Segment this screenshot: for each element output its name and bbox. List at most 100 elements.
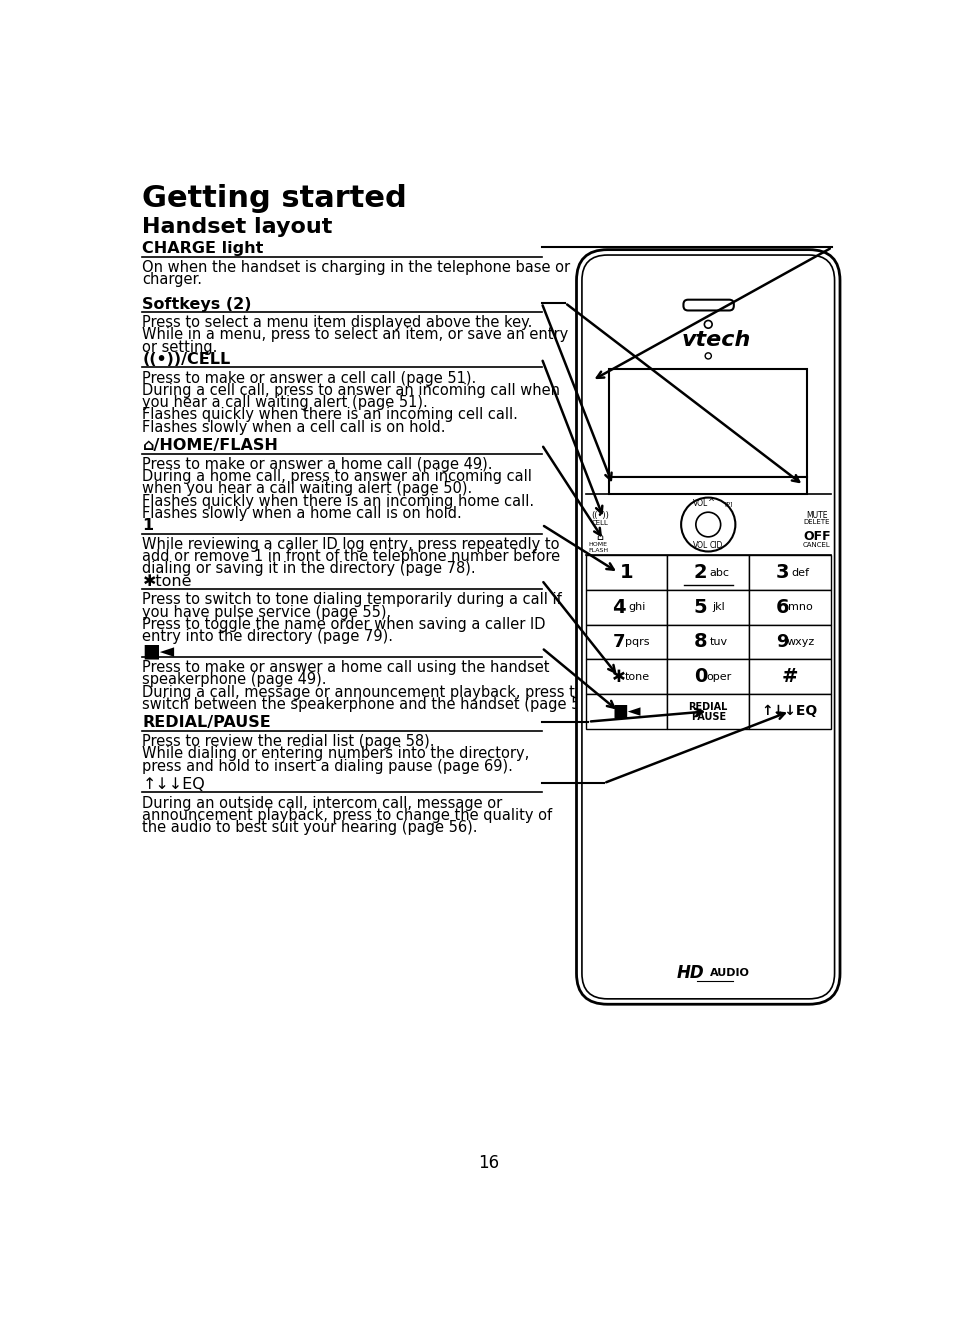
Text: ✱tone: ✱tone <box>142 573 192 589</box>
Bar <box>667 693 748 728</box>
Text: Press to make or answer a home call using the handset: Press to make or answer a home call usin… <box>142 660 550 675</box>
Text: Press to select a menu item displayed above the key.: Press to select a menu item displayed ab… <box>142 315 533 330</box>
Text: 1: 1 <box>619 564 633 582</box>
FancyBboxPatch shape <box>581 255 834 999</box>
Text: def: def <box>791 568 809 577</box>
Text: add or remove 1 in front of the telephone number before: add or remove 1 in front of the telephon… <box>142 549 560 564</box>
Bar <box>585 659 667 693</box>
Text: AUDIO: AUDIO <box>709 969 749 978</box>
Text: 2: 2 <box>693 564 706 582</box>
Text: abc: abc <box>708 568 728 577</box>
Bar <box>667 659 748 693</box>
Text: ((•)): ((•)) <box>590 510 608 520</box>
Bar <box>608 477 806 494</box>
Text: Press to make or answer a cell call (page 51).: Press to make or answer a cell call (pag… <box>142 370 476 386</box>
Text: tuv: tuv <box>709 637 727 647</box>
Circle shape <box>695 512 720 537</box>
Text: 3: 3 <box>775 564 788 582</box>
Bar <box>667 625 748 659</box>
Text: dialing or saving it in the directory (page 78).: dialing or saving it in the directory (p… <box>142 561 476 577</box>
Circle shape <box>704 353 711 359</box>
Text: During a home call, press to answer an incoming call: During a home call, press to answer an i… <box>142 469 532 484</box>
Text: ↑↓↓EQ: ↑↓↓EQ <box>142 778 205 792</box>
Bar <box>667 591 748 625</box>
Text: 5: 5 <box>693 597 706 617</box>
Circle shape <box>703 321 711 329</box>
Text: REDIAL: REDIAL <box>688 701 727 712</box>
Text: CHARGE light: CHARGE light <box>142 242 264 257</box>
Text: #: # <box>781 667 798 687</box>
Text: ghi: ghi <box>628 603 645 612</box>
Text: Press to toggle the name order when saving a caller ID: Press to toggle the name order when savi… <box>142 617 545 632</box>
Bar <box>748 591 830 625</box>
Text: oper: oper <box>706 672 731 681</box>
Text: mno: mno <box>787 603 812 612</box>
Text: During an outside call, intercom call, message or: During an outside call, intercom call, m… <box>142 795 502 811</box>
Bar <box>667 556 748 591</box>
Text: Handset layout: Handset layout <box>142 216 333 236</box>
Text: 0: 0 <box>693 667 706 687</box>
Text: Flashes quickly when there is an incoming cell call.: Flashes quickly when there is an incomin… <box>142 407 517 422</box>
Text: tone: tone <box>624 672 649 681</box>
Text: 9: 9 <box>775 633 787 651</box>
Bar <box>748 556 830 591</box>
Text: switch between the speakerphone and the handset (page 54).: switch between the speakerphone and the … <box>142 697 599 712</box>
Text: you have pulse service (page 55).: you have pulse service (page 55). <box>142 605 392 620</box>
Text: ^: ^ <box>706 498 714 508</box>
FancyBboxPatch shape <box>576 250 840 1005</box>
Text: entry into the directory (page 79).: entry into the directory (page 79). <box>142 629 393 644</box>
Text: Flashes slowly when a home call is on hold.: Flashes slowly when a home call is on ho… <box>142 506 462 521</box>
Text: HOME: HOME <box>588 542 607 546</box>
Text: Press to switch to tone dialing temporarily during a call if: Press to switch to tone dialing temporar… <box>142 592 561 608</box>
Text: Softkeys (2): Softkeys (2) <box>142 297 252 311</box>
Text: ↑↓↓EQ: ↑↓↓EQ <box>760 704 817 719</box>
Text: 7: 7 <box>612 633 624 651</box>
Text: During a cell call, press to answer an incoming call when: During a cell call, press to answer an i… <box>142 383 560 398</box>
Text: ⌂/HOME/FLASH: ⌂/HOME/FLASH <box>142 438 278 453</box>
Text: you hear a call waiting alert (page 51).: you hear a call waiting alert (page 51). <box>142 395 428 410</box>
Text: ✱: ✱ <box>611 668 625 685</box>
Text: DELETE: DELETE <box>802 520 829 525</box>
Circle shape <box>680 497 735 552</box>
Text: CANCEL: CANCEL <box>802 542 830 548</box>
Text: VOL: VOL <box>692 500 707 508</box>
Text: While in a menu, press to select an item, or save an entry: While in a menu, press to select an item… <box>142 327 568 342</box>
Text: ■◄: ■◄ <box>142 641 174 660</box>
Text: VOL: VOL <box>692 541 707 550</box>
Text: On when the handset is charging in the telephone base or: On when the handset is charging in the t… <box>142 259 570 275</box>
Text: speakerphone (page 49).: speakerphone (page 49). <box>142 672 327 687</box>
Text: During a call, message or announcement playback, press to: During a call, message or announcement p… <box>142 684 583 700</box>
Text: OFF: OFF <box>802 529 830 542</box>
Text: While dialing or entering numbers into the directory,: While dialing or entering numbers into t… <box>142 747 529 762</box>
Text: 16: 16 <box>477 1154 499 1172</box>
Text: Flashes quickly when there is an incoming home call.: Flashes quickly when there is an incomin… <box>142 494 534 509</box>
Text: MUTE: MUTE <box>805 510 826 520</box>
Text: vtech: vtech <box>680 330 750 350</box>
Text: charger.: charger. <box>142 273 202 287</box>
Text: announcement playback, press to change the quality of: announcement playback, press to change t… <box>142 808 552 823</box>
Text: pqrs: pqrs <box>624 637 649 647</box>
Text: jkl: jkl <box>712 603 724 612</box>
Text: press and hold to insert a dialing pause (page 69).: press and hold to insert a dialing pause… <box>142 759 513 774</box>
Bar <box>585 693 667 728</box>
Bar <box>748 659 830 693</box>
Text: While reviewing a caller ID log entry, press repeatedly to: While reviewing a caller ID log entry, p… <box>142 537 559 552</box>
Bar <box>608 369 806 477</box>
Text: 8: 8 <box>693 632 706 652</box>
Text: ■◄: ■◄ <box>612 703 640 720</box>
Bar <box>748 625 830 659</box>
Text: HD: HD <box>676 965 703 982</box>
Text: Flashes slowly when a cell call is on hold.: Flashes slowly when a cell call is on ho… <box>142 420 446 434</box>
Text: ⌂: ⌂ <box>596 532 602 542</box>
Text: 6: 6 <box>775 597 788 617</box>
Text: Press to review the redial list (page 58).: Press to review the redial list (page 58… <box>142 733 435 749</box>
Text: the audio to best suit your hearing (page 56).: the audio to best suit your hearing (pag… <box>142 820 477 835</box>
Text: wxyz: wxyz <box>786 637 814 647</box>
Bar <box>748 693 830 728</box>
Text: 1: 1 <box>142 518 153 533</box>
Text: Press to make or answer a home call (page 49).: Press to make or answer a home call (pag… <box>142 457 493 472</box>
Text: PAUSE: PAUSE <box>690 712 725 721</box>
Text: CELL: CELL <box>591 520 608 526</box>
Text: Getting started: Getting started <box>142 184 407 214</box>
Bar <box>585 556 667 591</box>
